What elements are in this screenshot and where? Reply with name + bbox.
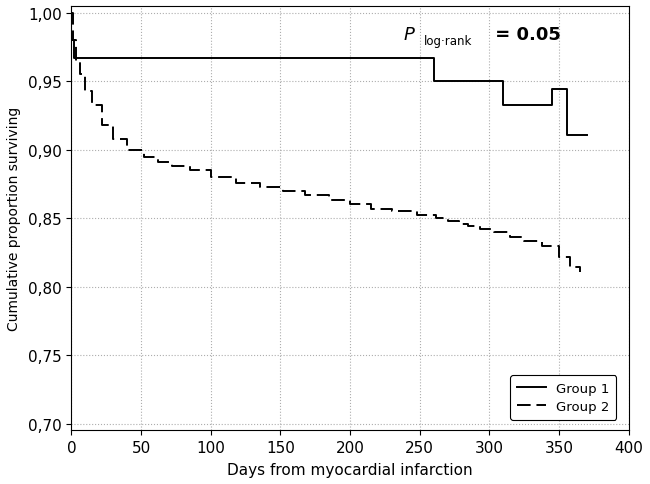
Group 2 [186,164,194,170]
Group 1 [583,133,591,138]
Group 2 [109,123,117,129]
Group 1 [70,38,78,44]
X-axis label: Days from myocardial infarction: Days from myocardial infarction [227,462,473,477]
Text: $P$: $P$ [403,26,416,44]
Legend: Group 1, Group 2: Group 1, Group 2 [510,375,616,420]
Group 2 [68,11,75,16]
Group 1 [548,103,556,108]
Group 2 [88,89,96,94]
Group 1 [564,88,571,93]
Group 2 [168,164,176,170]
Group 1 [548,88,556,93]
Group 2 [76,59,84,64]
Group 1 [70,56,78,62]
Group 2 [576,269,584,275]
Group 2 [367,202,375,208]
Group 1 [430,79,437,85]
Y-axis label: Cumulative proportion surviving: Cumulative proportion surviving [7,107,21,331]
Group 1 [583,133,591,138]
Group 1 [499,103,507,108]
Text: log·rank: log·rank [424,35,473,48]
Group 1 [499,79,507,85]
Group 1 [430,56,437,62]
Group 1 [564,133,571,138]
Line: Group 1: Group 1 [72,41,587,136]
Text: = 0.05: = 0.05 [489,26,561,44]
Line: Group 2: Group 2 [72,14,580,272]
Group 1 [68,38,75,44]
